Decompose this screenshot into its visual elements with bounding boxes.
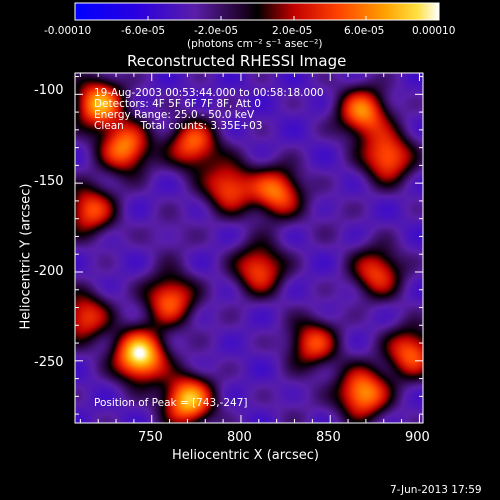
- x-axis-label: Heliocentric X (arcsec): [172, 448, 319, 463]
- y-tick-label: -200: [34, 264, 64, 279]
- colorbar-tick-label: -2.0e-05: [194, 25, 239, 37]
- plot-frame: [74, 72, 424, 424]
- colorbar-tick-label: -0.00010: [44, 25, 92, 37]
- axis-ticks: [75, 73, 423, 423]
- x-tick-label: 750: [138, 430, 163, 445]
- info-line-energy: Energy Range: 25.0 - 50.0 keV: [94, 109, 255, 121]
- chart-title: Reconstructed RHESSI Image: [127, 52, 347, 70]
- colorbar: [74, 2, 440, 21]
- peak-position-label: Position of Peak = [743,-247]: [94, 397, 248, 409]
- colorbar-ticks: [74, 16, 440, 20]
- info-line-counts: Clean Total counts: 3.35E+03: [94, 120, 263, 132]
- footer-timestamp: 7-Jun-2013 17:59: [390, 484, 482, 496]
- x-tick-label: 800: [227, 430, 252, 445]
- y-tick-label: -100: [34, 83, 64, 98]
- y-axis-label: Heliocentric Y (arcsec): [18, 183, 34, 330]
- colorbar-tick-label: 0.00010: [412, 25, 456, 37]
- heatmap-image: [75, 73, 423, 423]
- x-tick-label: 900: [405, 430, 430, 445]
- info-line-detectors: Detectors: 4F 5F 6F 7F 8F, Att 0: [94, 98, 261, 110]
- x-tick-label: 850: [316, 430, 341, 445]
- colorbar-tick-label: 6.0e-05: [344, 25, 385, 37]
- info-line-time: 19-Aug-2003 00:53:44.000 to 00:58:18.000: [94, 87, 324, 99]
- y-tick-label: -250: [34, 355, 64, 370]
- colorbar-tick-label: 2.0e-05: [272, 25, 313, 37]
- colorbar-units: (photons cm⁻² s⁻¹ asec⁻²): [187, 38, 323, 50]
- colorbar-tick-label: -6.0e-05: [121, 25, 166, 37]
- y-tick-label: -150: [34, 174, 64, 189]
